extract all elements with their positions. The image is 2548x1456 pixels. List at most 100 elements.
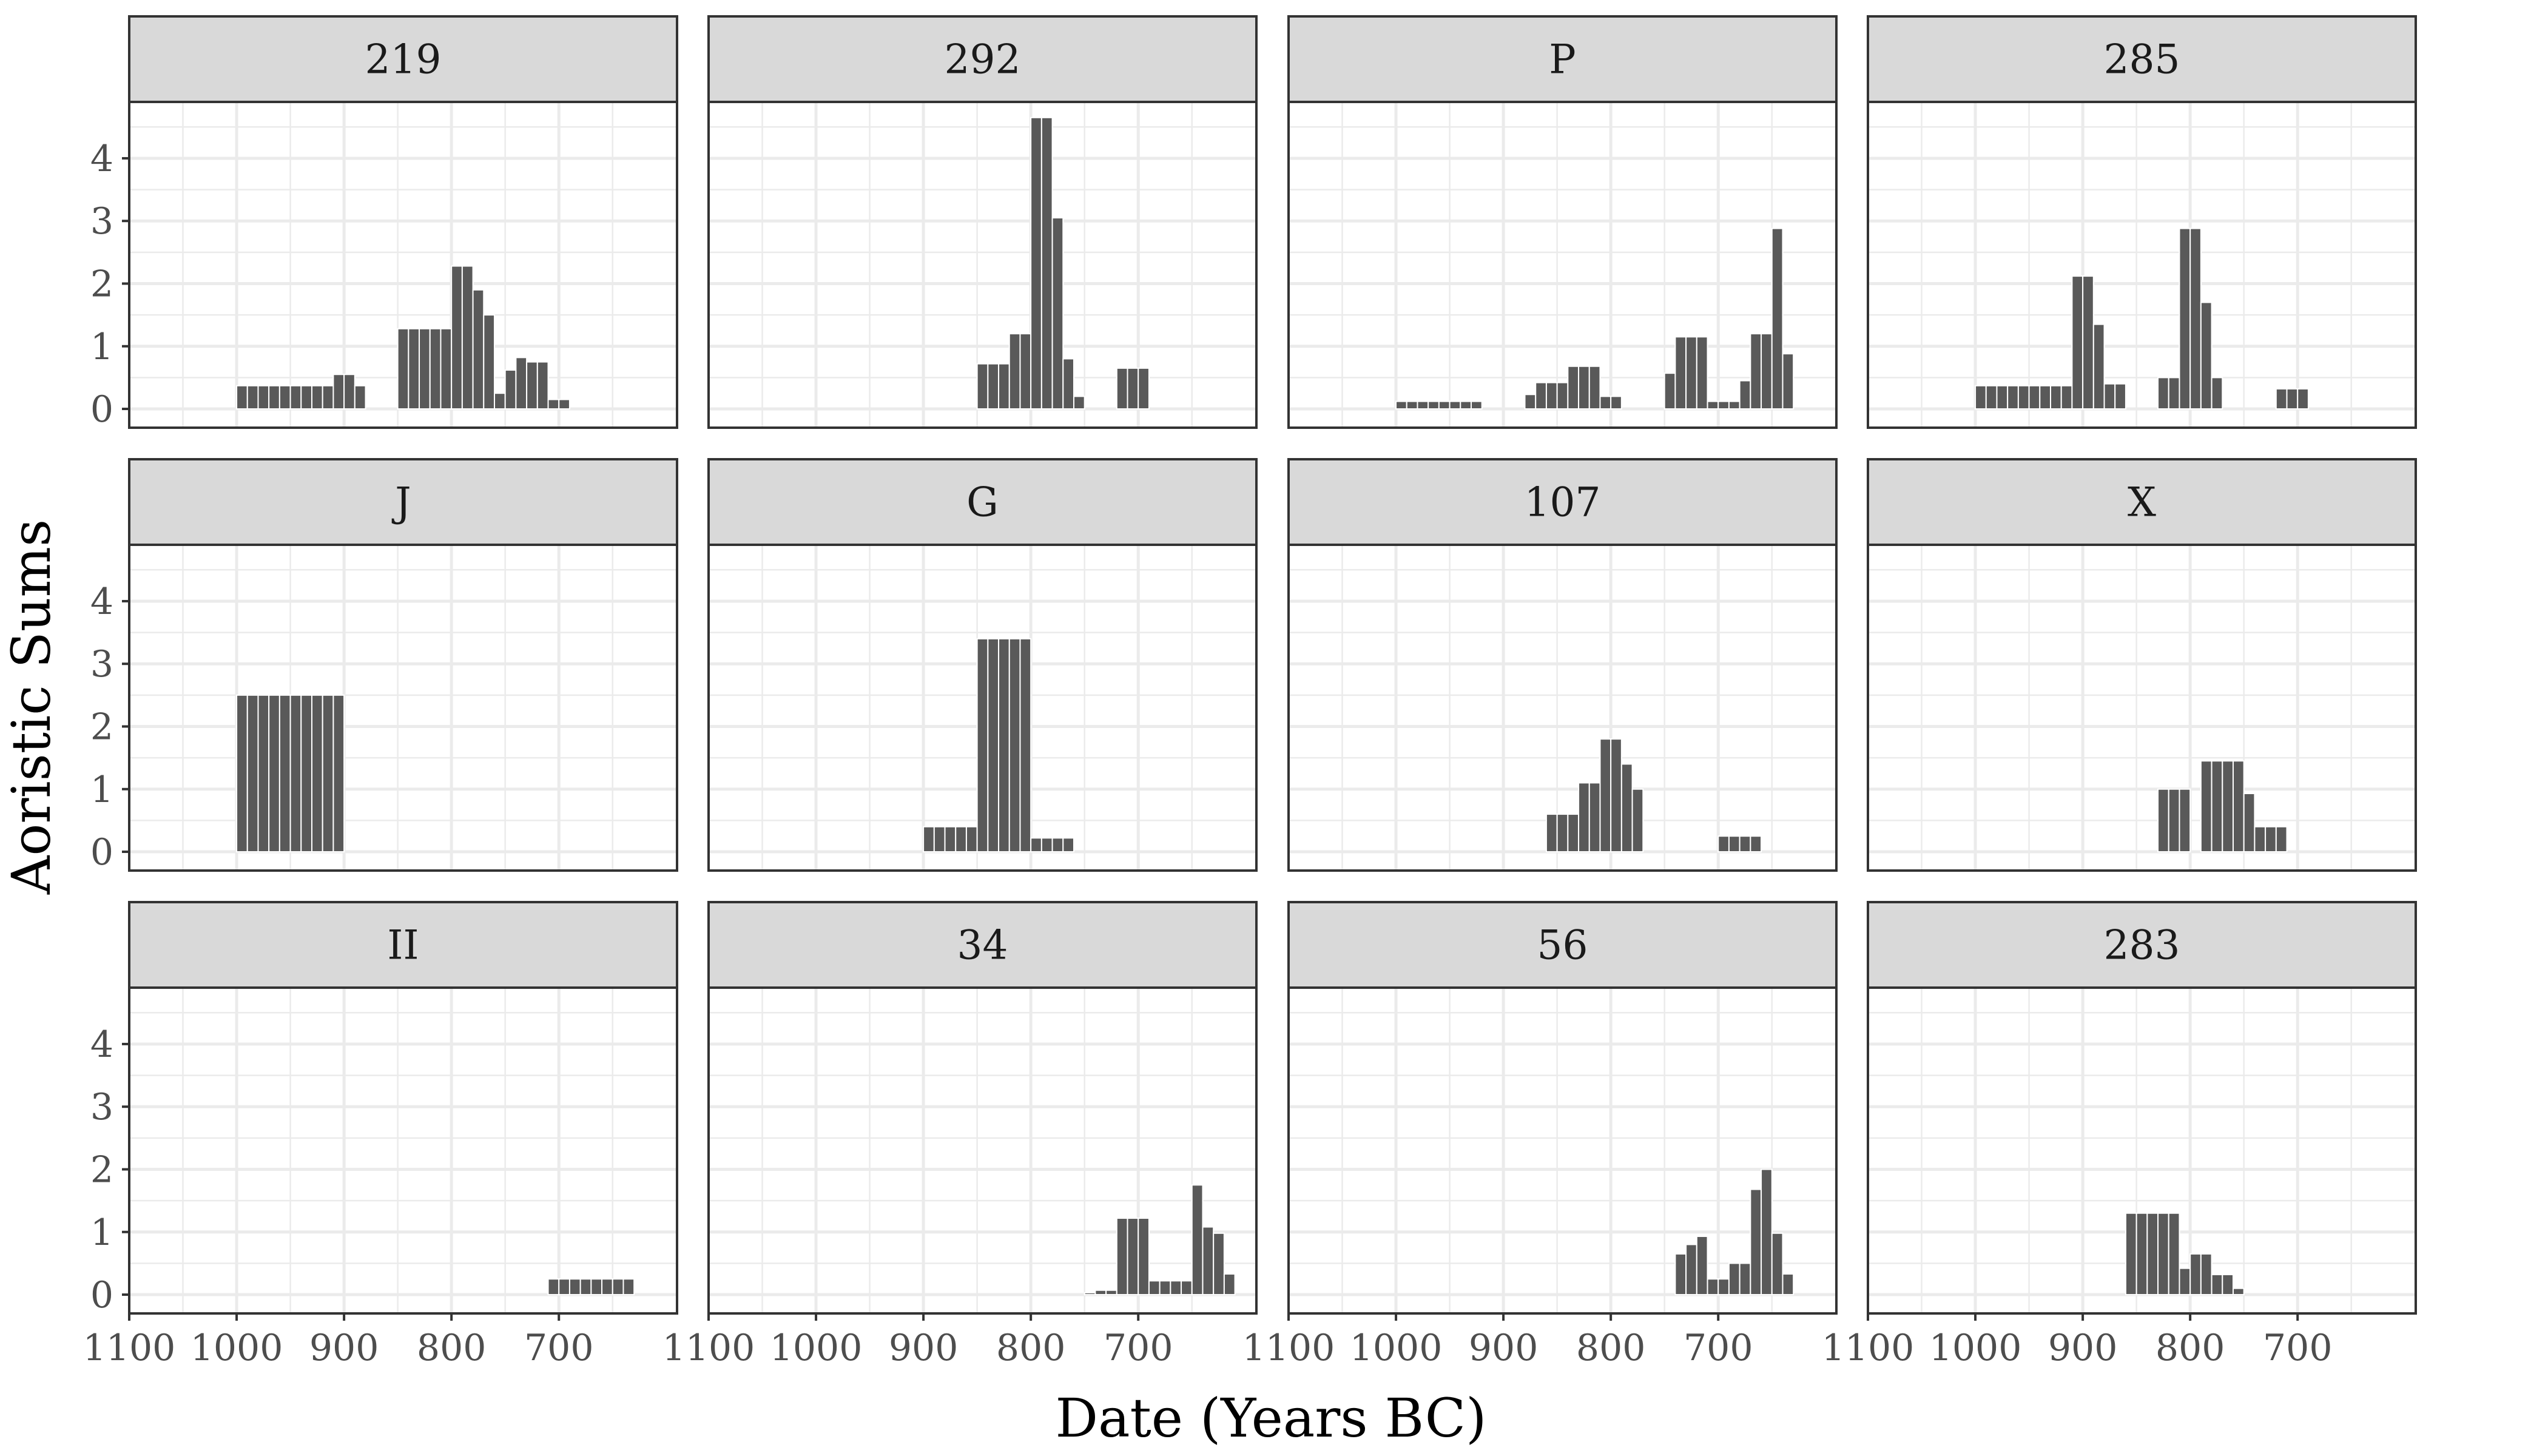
facet-strip [1287, 458, 1838, 546]
facet-panel: J [128, 458, 678, 872]
bar [494, 393, 506, 410]
bar [1084, 1292, 1096, 1296]
facet-strip [1287, 15, 1838, 103]
bar [2179, 1267, 2191, 1296]
y-tick-label: 4 [90, 138, 113, 180]
bar [965, 826, 978, 853]
bar [1663, 372, 1676, 410]
facet-strip [128, 458, 678, 546]
bar [1771, 1232, 1784, 1296]
bar [933, 826, 946, 853]
bar [1739, 380, 1751, 410]
bar [1051, 837, 1064, 853]
bar [2233, 760, 2245, 853]
bar [976, 638, 989, 853]
bar [1073, 396, 1085, 410]
bar [1696, 1235, 1708, 1296]
bar [2060, 385, 2073, 410]
facet-title: X [2128, 479, 2156, 526]
facet-panel: X [1867, 458, 2417, 872]
bar [987, 638, 1000, 853]
bar [2222, 1273, 2234, 1296]
y-axis-title: Aoristic Sums [0, 519, 62, 895]
bar [2179, 788, 2191, 853]
bar [579, 1278, 592, 1296]
bar [1610, 396, 1622, 410]
facet-title: 107 [1525, 479, 1601, 526]
bar [1094, 1289, 1107, 1296]
bar [1685, 336, 1697, 410]
bar [1395, 400, 1407, 410]
facet-title: 285 [2104, 36, 2180, 83]
panel-background [1289, 102, 1836, 428]
bar [236, 385, 248, 410]
bar [1739, 1262, 1751, 1296]
bar [1728, 835, 1741, 853]
bar [1631, 788, 1644, 853]
bar [2179, 228, 2191, 410]
facet-title: P [1549, 36, 1576, 83]
bar [998, 363, 1010, 410]
y-tick-label: 1 [90, 326, 113, 368]
bar [536, 361, 549, 410]
bar [311, 694, 323, 853]
bar [987, 363, 1000, 410]
bar [332, 374, 345, 410]
bar [1460, 400, 1472, 410]
bar [322, 385, 334, 410]
bar [1008, 333, 1021, 410]
bar [332, 694, 345, 853]
y-tick-label: 0 [90, 1274, 113, 1316]
bar [2157, 1212, 2169, 1296]
bar [2200, 302, 2213, 410]
bar [2211, 760, 2223, 853]
bar [1524, 394, 1537, 410]
y-axes: 0 1 2 3 4 0 1 2 3 4 0 1 2 3 4 [90, 138, 129, 1316]
panel-background [1289, 988, 1836, 1313]
bar [2007, 385, 2019, 410]
bar [2254, 826, 2267, 853]
bar [1717, 400, 1730, 410]
x-tick-label: 800 [2155, 1327, 2225, 1369]
facet-title: J [391, 479, 411, 526]
facet-strip [128, 15, 678, 103]
bar [547, 1278, 560, 1296]
bar [257, 385, 270, 410]
bar [2050, 385, 2062, 410]
bar [1213, 1232, 1225, 1296]
bar [504, 369, 517, 410]
bar [601, 1278, 613, 1296]
y-tick-label: 4 [90, 1023, 113, 1066]
bar [278, 694, 291, 853]
bar [1761, 333, 1773, 410]
bar [2233, 1287, 2245, 1296]
bar [2265, 826, 2277, 853]
bar [2157, 377, 2169, 410]
panel-background [129, 545, 677, 871]
bar [1105, 1289, 1117, 1296]
bar [1717, 1278, 1730, 1296]
bar [2168, 1212, 2180, 1296]
bar [1739, 835, 1751, 853]
bar [2200, 1253, 2213, 1296]
y-tick-label: 1 [90, 769, 113, 811]
x-tick-label: 700 [2263, 1327, 2333, 1369]
bar [2114, 383, 2126, 410]
bar [268, 385, 280, 410]
facet-strip [1867, 901, 2417, 989]
bar [558, 399, 570, 410]
x-tick-label: 1000 [1350, 1327, 1443, 1369]
bar [944, 826, 957, 853]
bar [1556, 382, 1569, 410]
bar [1750, 835, 1762, 853]
x-tick-label: 900 [889, 1327, 959, 1369]
bar [1728, 400, 1741, 410]
bar [1159, 1280, 1171, 1296]
bar [268, 694, 280, 853]
x-tick-label: 900 [2048, 1327, 2118, 1369]
facet-panel: G [707, 458, 1258, 872]
panel-background [709, 988, 1256, 1313]
x-tick-label: 1100 [1242, 1327, 1335, 1369]
x-tick-label: 800 [996, 1327, 1066, 1369]
panel-background [1868, 102, 2416, 428]
